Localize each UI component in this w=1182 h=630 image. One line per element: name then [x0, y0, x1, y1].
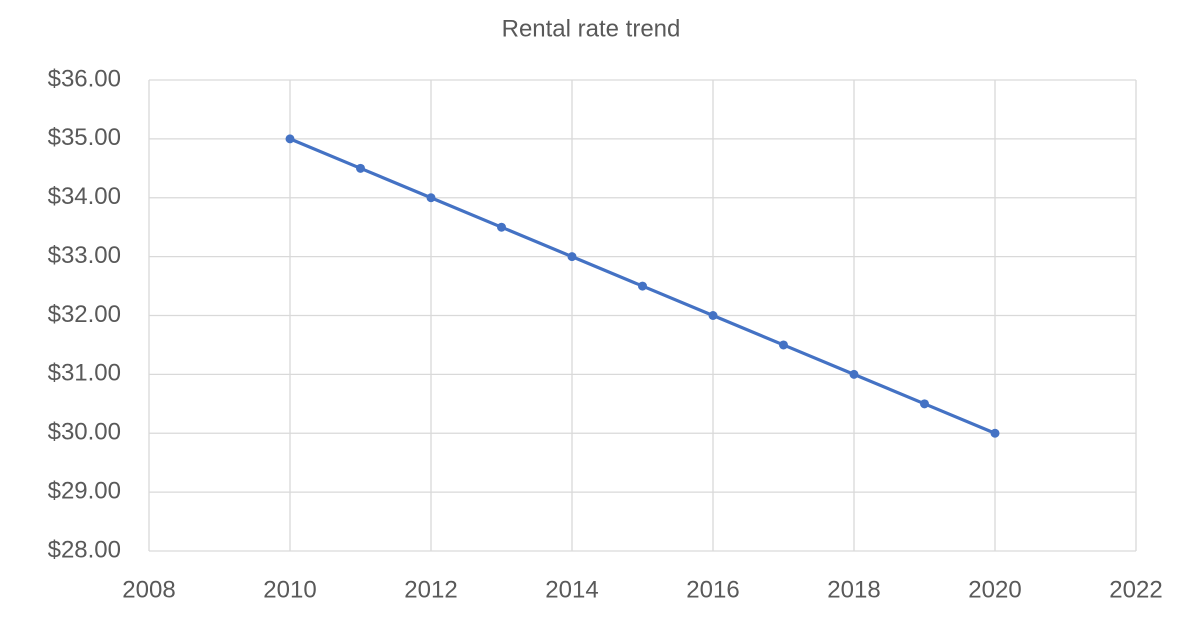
y-tick-label: $31.00	[48, 360, 121, 387]
data-point	[990, 428, 1000, 438]
x-tick-label: 2010	[263, 576, 316, 603]
chart-title: Rental rate trend	[502, 15, 681, 42]
x-tick-label: 2018	[827, 576, 880, 603]
x-tick-label: 2020	[968, 576, 1021, 603]
data-point	[638, 281, 647, 291]
data-point	[779, 340, 788, 350]
x-tick-label: 2014	[545, 576, 598, 603]
x-tick-label: 2008	[122, 576, 175, 603]
y-tick-label: $29.00	[48, 477, 121, 504]
data-point	[426, 193, 436, 203]
data-point	[849, 369, 859, 379]
y-tick-label: $36.00	[48, 65, 121, 92]
y-tick-label: $28.00	[48, 536, 121, 563]
x-tick-label: 2016	[686, 576, 739, 603]
data-point	[708, 311, 718, 320]
y-tick-label: $33.00	[48, 242, 121, 269]
y-tick-label: $30.00	[48, 419, 121, 446]
data-point	[497, 222, 506, 232]
data-point	[356, 163, 365, 173]
x-tick-label: 2012	[404, 576, 457, 603]
data-point	[285, 134, 295, 144]
y-tick-label: $32.00	[48, 301, 121, 328]
y-tick-label: $35.00	[48, 124, 121, 151]
data-point	[567, 252, 577, 262]
y-tick-label: $34.00	[48, 183, 121, 210]
data-point	[920, 399, 929, 409]
x-tick-label: 2022	[1109, 576, 1162, 603]
